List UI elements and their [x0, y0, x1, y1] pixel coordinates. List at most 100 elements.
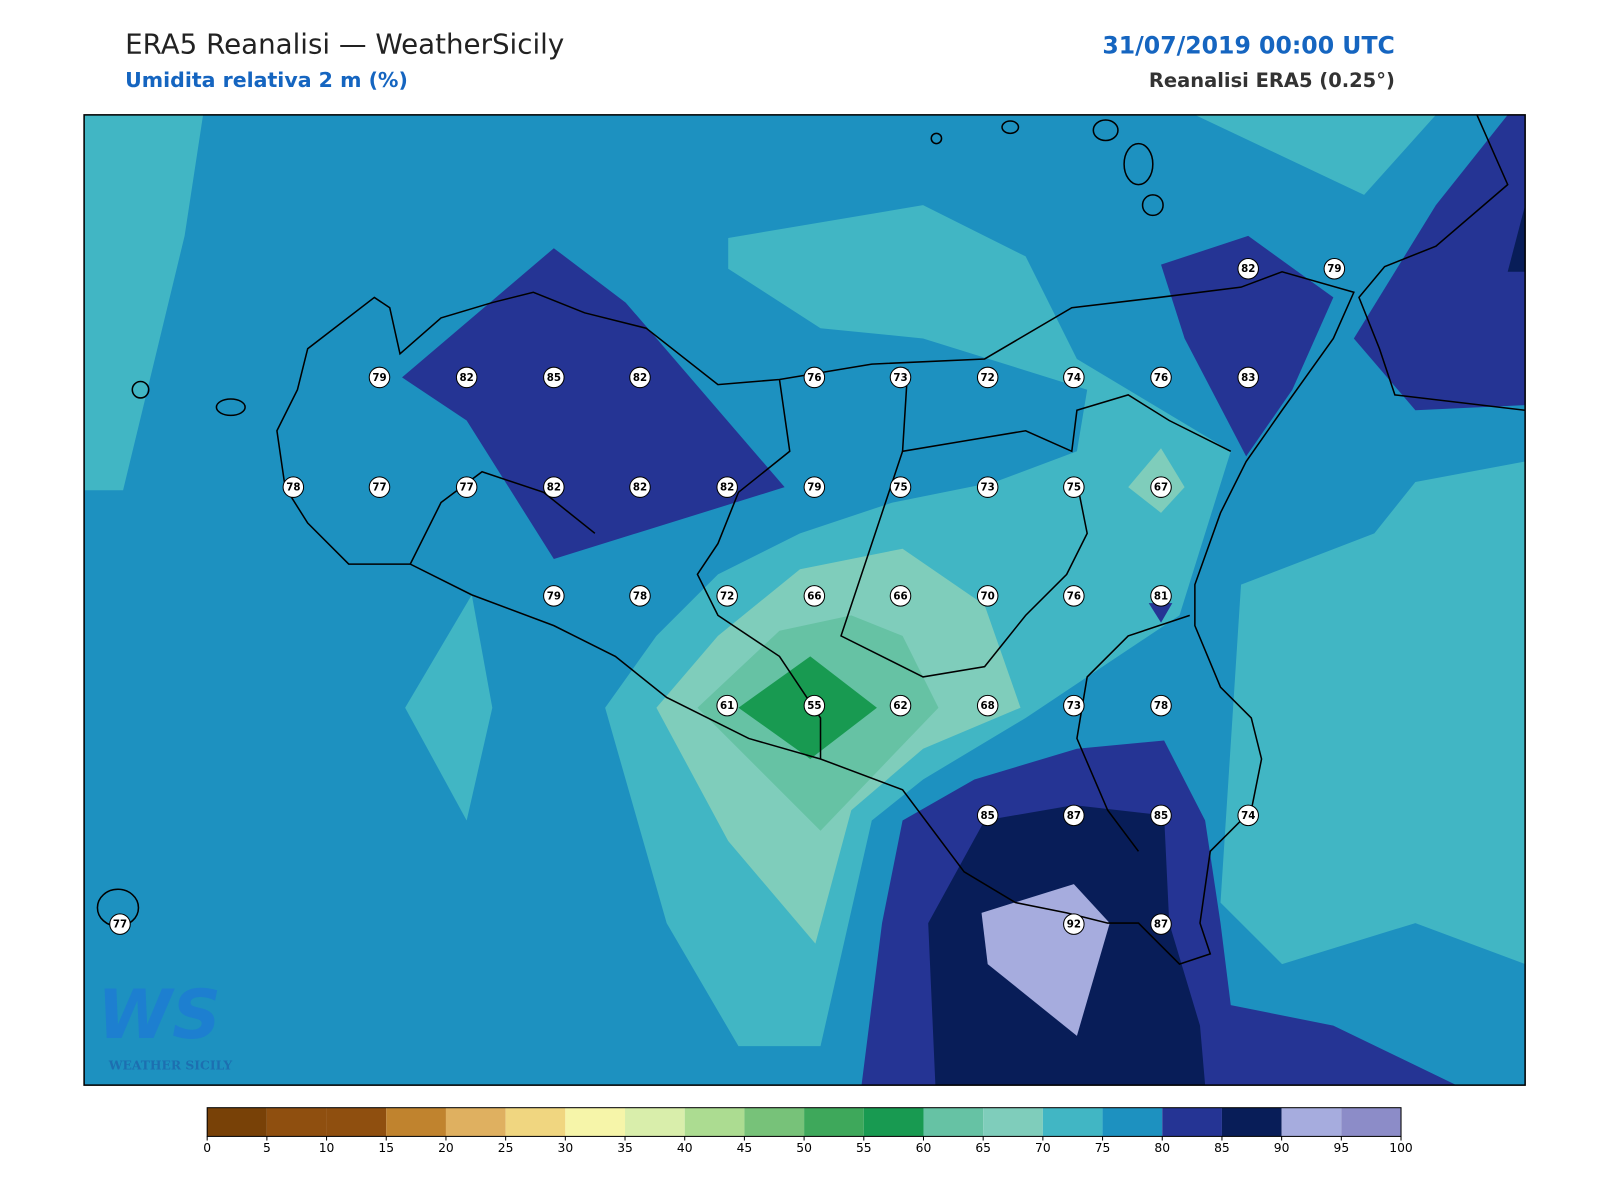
colorbar-swatch [983, 1107, 1043, 1137]
station-marker [1063, 476, 1085, 498]
station-value: 74 [1241, 810, 1255, 822]
station-value: 79 [1327, 263, 1341, 275]
colorbar-tick-label: 50 [796, 1141, 812, 1155]
station: 62 [889, 694, 912, 717]
station-value: 66 [807, 590, 821, 602]
colorbar-tick-label: 20 [438, 1141, 454, 1155]
station: 85 [976, 804, 999, 827]
station-value: 72 [720, 590, 734, 602]
station-marker [1063, 913, 1085, 935]
colorbar-tick-label: 55 [856, 1141, 872, 1155]
station-value: 73 [981, 482, 995, 494]
station: 82 [455, 366, 478, 389]
colorbar-tick-label: 0 [203, 1141, 211, 1155]
colorbar-tick-label: 15 [378, 1141, 394, 1155]
station-value: 85 [547, 372, 561, 384]
colorbar-tick-label: 60 [916, 1141, 932, 1155]
colorbar-swatch [445, 1107, 506, 1137]
station-value: 75 [893, 482, 907, 494]
colorbar-swatch [207, 1107, 267, 1137]
station: 79 [368, 366, 391, 389]
station-marker [803, 366, 826, 389]
station: 76 [1150, 366, 1172, 389]
colorbar-swatch [1281, 1107, 1342, 1137]
station: 55 [803, 694, 826, 717]
colorbar-swatch [1221, 1107, 1282, 1137]
station: 75 [1063, 476, 1085, 498]
colorbar-tick-label: 25 [498, 1141, 514, 1155]
station: 82 [629, 476, 651, 498]
station-marker [543, 366, 565, 389]
station-value: 72 [981, 372, 995, 384]
station-marker [455, 366, 478, 389]
station-value: 83 [1241, 372, 1255, 384]
colorbar-tick-label: 90 [1274, 1141, 1290, 1155]
station-marker [976, 366, 999, 389]
station-marker [282, 476, 305, 498]
station-marker [1323, 257, 1346, 280]
station: 81 [1150, 585, 1172, 607]
station-value: 78 [286, 482, 300, 494]
station-marker [976, 585, 999, 607]
station: 78 [1150, 694, 1172, 717]
station: 76 [803, 366, 826, 389]
colorbar-swatch [923, 1107, 984, 1137]
station-value: 66 [893, 590, 907, 602]
colorbar-swatch [744, 1107, 805, 1137]
station-marker [889, 694, 912, 717]
station-value: 70 [981, 590, 995, 602]
station-marker [803, 585, 826, 607]
station-marker [1237, 257, 1259, 280]
colorbar-tick-label: 95 [1334, 1141, 1350, 1155]
station-value: 67 [1154, 482, 1168, 494]
station-marker [1150, 694, 1172, 717]
station-marker [716, 694, 738, 717]
station-marker [543, 585, 565, 607]
colorbar-tick-label: 45 [737, 1141, 753, 1155]
station-value: 79 [547, 590, 561, 602]
colorbar-swatch [565, 1107, 626, 1137]
subtitle: Umidita relativa 2 m (%) [125, 68, 408, 92]
station-value: 92 [1067, 919, 1081, 931]
map-frame [83, 114, 1526, 1086]
station-value: 81 [1154, 590, 1168, 602]
station-marker [109, 913, 131, 935]
station-value: 78 [633, 590, 647, 602]
station-value: 55 [807, 700, 821, 712]
station: 79 [543, 585, 565, 607]
station: 73 [976, 476, 999, 498]
station: 76 [1063, 585, 1085, 607]
station-marker [803, 694, 826, 717]
colorbar-tick-label: 65 [975, 1141, 991, 1155]
station: 66 [803, 585, 826, 607]
station: 77 [368, 476, 391, 498]
station-marker [1063, 804, 1085, 827]
colorbar-swatch [1162, 1107, 1222, 1137]
station-marker [889, 585, 912, 607]
colorbar-swatch [1341, 1107, 1402, 1137]
station: 77 [455, 476, 478, 498]
station-marker [976, 804, 999, 827]
station-marker [455, 476, 478, 498]
colorbar-swatch [863, 1107, 924, 1137]
colorbar-swatch [625, 1107, 685, 1137]
station-marker [1237, 804, 1259, 827]
station: 87 [1150, 913, 1172, 935]
station-value: 76 [1067, 590, 1081, 602]
station-marker [1150, 476, 1172, 498]
station: 85 [543, 366, 565, 389]
station-marker [889, 366, 912, 389]
station-value: 75 [1067, 482, 1081, 494]
station: 74 [1063, 366, 1085, 389]
colorbar-tick-label: 5 [263, 1141, 271, 1155]
station: 73 [889, 366, 912, 389]
station: 70 [976, 585, 999, 607]
colorbar-swatch [326, 1107, 387, 1137]
station-value: 73 [1067, 700, 1081, 712]
colorbar-swatch [804, 1107, 864, 1137]
station-value: 73 [893, 372, 907, 384]
station-value: 82 [633, 372, 647, 384]
station-marker [1150, 913, 1172, 935]
station-value: 85 [1154, 810, 1168, 822]
source: Reanalisi ERA5 (0.25°) [1149, 69, 1395, 92]
